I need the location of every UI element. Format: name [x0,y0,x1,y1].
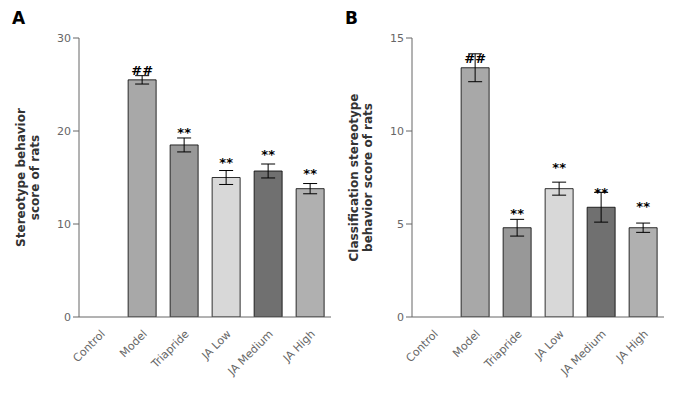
html-text:B: B [345,8,358,28]
svg-text:0: 0 [64,311,71,324]
svg-text:**: ** [219,155,233,170]
svg-text:5: 5 [397,218,404,231]
svg-text:**: ** [261,147,275,162]
svg-text:##: ## [131,63,153,78]
svg-text:JA Low: JA Low [199,328,234,363]
svg-text:score of rats: score of rats [28,135,42,220]
svg-text:30: 30 [57,32,71,45]
svg-text:Stereotype behavior: Stereotype behavior [14,108,28,247]
svg-text:JA High: JA High [280,328,318,366]
svg-text:Model: Model [117,328,150,361]
svg-text:behavior score of rats: behavior score of rats [361,103,375,252]
svg-text:20: 20 [57,125,71,138]
svg-text:Classification stereotype: Classification stereotype [347,94,361,262]
svg-text:10: 10 [57,218,71,231]
svg-text:JA Low: JA Low [532,328,567,363]
svg-text:0: 0 [397,311,404,324]
svg-text:Control: Control [70,328,107,365]
svg-text:**: ** [594,185,608,200]
svg-text:JA High: JA High [613,328,651,366]
html-text:A: A [12,8,26,28]
svg-text:**: ** [510,206,524,221]
svg-text:**: ** [177,125,191,140]
svg-text:##: ## [464,51,486,66]
svg-text:Triapride: Triapride [148,327,192,371]
svg-text:15: 15 [390,32,404,45]
svg-text:**: ** [303,166,317,181]
svg-text:**: ** [552,160,566,175]
svg-text:Model: Model [450,328,483,361]
svg-text:**: ** [636,199,650,214]
svg-text:JA Medium: JA Medium [558,328,609,379]
svg-text:Triapride: Triapride [481,327,525,371]
svg-text:JA Medium: JA Medium [225,328,276,379]
svg-text:Control: Control [403,328,440,365]
svg-text:10: 10 [390,125,404,138]
